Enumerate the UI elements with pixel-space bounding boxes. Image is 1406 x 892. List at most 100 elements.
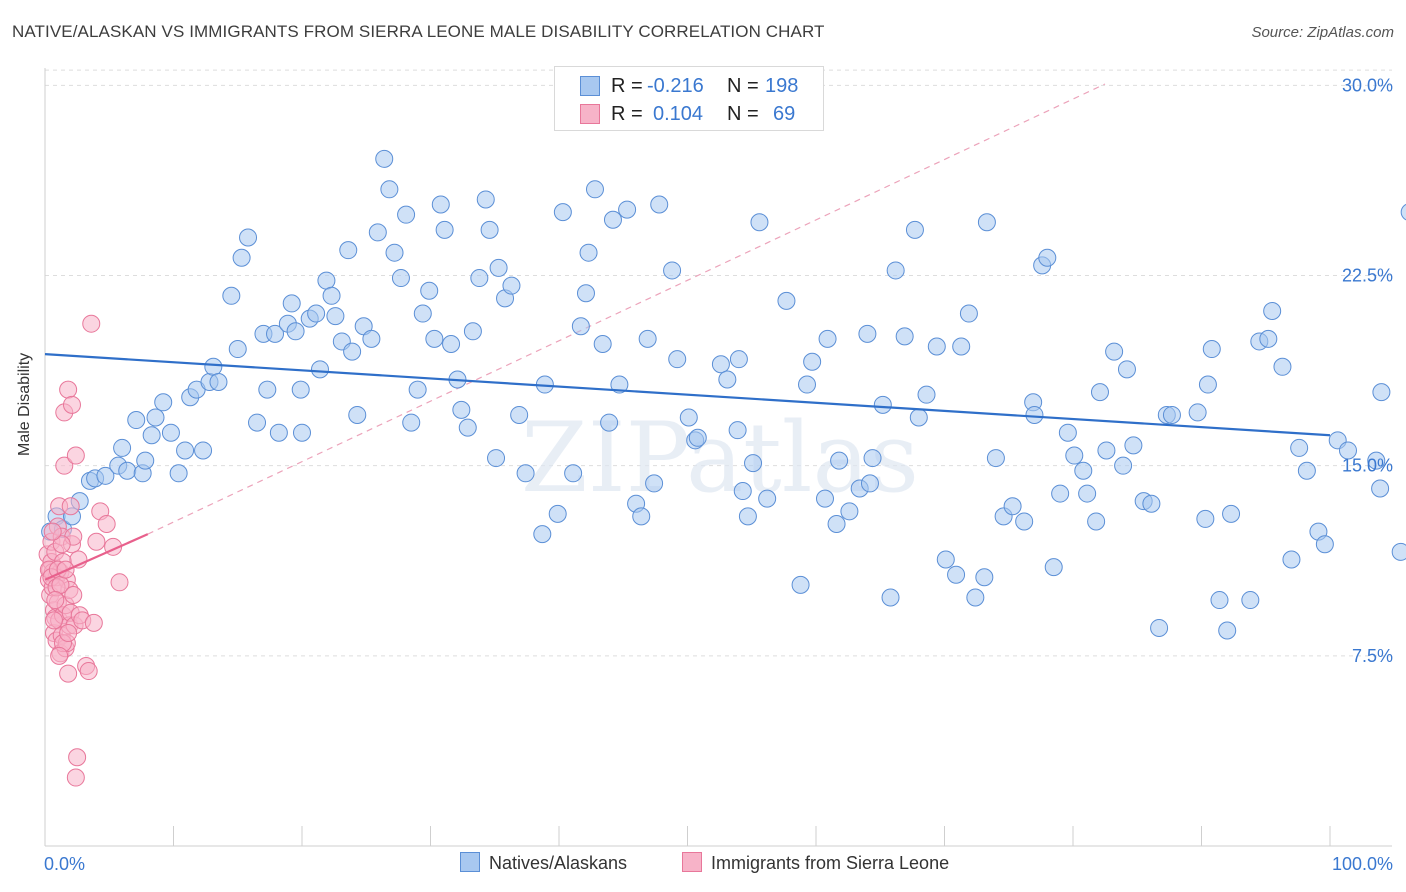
trend-line-sierra-leone — [44, 533, 149, 581]
point-natives — [293, 423, 311, 442]
point-natives — [1315, 535, 1334, 554]
point-natives — [154, 393, 173, 412]
point-natives — [1114, 456, 1133, 475]
point-natives — [818, 329, 837, 348]
point-natives — [408, 380, 427, 399]
point-natives — [1090, 383, 1109, 402]
point-natives — [326, 307, 345, 326]
point-sierra-leone — [44, 611, 63, 630]
point-natives — [339, 241, 358, 260]
point-natives — [579, 243, 598, 262]
point-natives — [1202, 340, 1221, 359]
point-natives — [1282, 550, 1301, 569]
point-natives — [222, 286, 241, 305]
point-natives — [744, 454, 763, 473]
point-natives — [1400, 203, 1406, 221]
y-tick-label: 15.0% — [1342, 456, 1393, 476]
point-natives — [1196, 509, 1215, 528]
point-natives — [1218, 621, 1237, 640]
point-natives — [435, 220, 454, 239]
point-natives — [502, 276, 521, 295]
point-natives — [425, 329, 444, 348]
point-natives — [1051, 484, 1070, 503]
point-natives — [194, 441, 213, 460]
reference-line — [147, 83, 1106, 535]
point-natives — [718, 370, 737, 389]
point-natives — [291, 380, 310, 399]
point-natives — [1188, 403, 1207, 422]
point-natives — [548, 504, 567, 523]
point-natives — [362, 329, 381, 348]
point-natives — [470, 269, 489, 288]
point-natives — [798, 375, 817, 394]
stats-swatch-blue — [580, 76, 600, 96]
point-natives — [286, 322, 305, 341]
r-value-natives: -0.216 — [647, 75, 704, 97]
point-sierra-leone — [62, 395, 81, 414]
point-natives — [603, 210, 622, 229]
point-natives — [638, 329, 657, 348]
n-value-sierra-leone: 69 — [773, 103, 796, 125]
stats-row-sierra-leone: R = 0.104 N = 69 — [555, 101, 823, 129]
point-natives — [169, 464, 188, 483]
legend-label-natives: Natives/Alaskans — [489, 853, 628, 873]
point-natives — [1391, 542, 1406, 561]
legend-item-sierra-leone[interactable]: Immigrants from Sierra Leone — [682, 852, 949, 874]
trend-lines — [44, 353, 1331, 581]
point-natives — [1222, 504, 1241, 523]
point-natives — [1241, 591, 1260, 610]
point-sierra-leone — [43, 522, 62, 541]
point-sierra-leone — [79, 662, 98, 681]
point-natives — [936, 550, 955, 569]
point-natives — [310, 360, 329, 379]
n-label: N = — [727, 75, 759, 97]
point-natives — [663, 261, 682, 280]
point-sierra-leone — [52, 535, 71, 554]
point-natives — [402, 413, 421, 432]
point-natives — [863, 449, 882, 468]
stats-swatch-pink — [580, 104, 600, 124]
point-natives — [1065, 446, 1084, 465]
point-natives — [728, 421, 747, 440]
point-natives — [895, 327, 914, 346]
point-natives — [1105, 342, 1124, 361]
point-natives — [564, 464, 583, 483]
point-natives — [391, 269, 410, 288]
point-natives — [397, 205, 416, 224]
point-natives — [858, 324, 877, 343]
y-tick-label: 30.0% — [1342, 75, 1393, 95]
point-natives — [886, 261, 905, 280]
point-natives — [738, 507, 757, 526]
point-natives — [248, 413, 267, 432]
point-natives — [420, 281, 439, 300]
trend-line-natives — [44, 353, 1331, 437]
point-natives — [553, 203, 572, 222]
point-natives — [711, 355, 730, 374]
point-natives — [348, 405, 367, 424]
point-natives — [516, 464, 535, 483]
legend-item-natives[interactable]: Natives/Alaskans — [460, 852, 627, 874]
point-sierra-leone — [84, 613, 103, 632]
point-natives — [679, 408, 698, 427]
point-natives — [873, 395, 892, 414]
point-sierra-leone — [66, 768, 85, 787]
point-sierra-leone — [82, 314, 101, 333]
point-sierra-leone — [59, 664, 78, 683]
point-sierra-leone — [66, 446, 85, 465]
point-natives — [650, 195, 669, 214]
point-natives — [986, 449, 1005, 468]
point-natives — [1078, 484, 1097, 503]
point-natives — [952, 337, 971, 356]
point-natives — [317, 271, 336, 290]
legend-label-sierra-leone: Immigrants from Sierra Leone — [711, 853, 950, 873]
point-natives — [1025, 405, 1044, 424]
point-natives — [1263, 302, 1282, 321]
point-natives — [815, 489, 834, 508]
point-natives — [1198, 375, 1217, 394]
point-natives — [840, 502, 859, 521]
point-natives — [1087, 512, 1106, 531]
point-natives — [750, 213, 769, 232]
point-natives — [258, 380, 277, 399]
point-natives — [176, 441, 195, 460]
